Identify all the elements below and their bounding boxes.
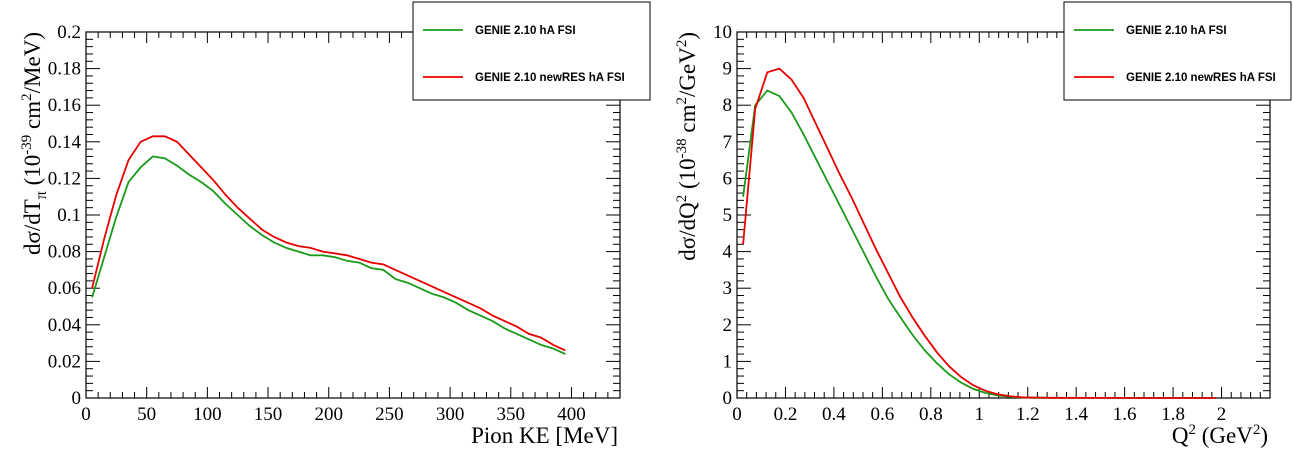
y-tick-label: 0.2 (57, 22, 81, 43)
right-chart-panel: 0 0.2 0.4 0.6 0.8 1 1.2 1.4 1.6 1.8 2 0 1 2 3 4 5 6 7 8 9 10 G… (674, 1, 1292, 448)
x-tick-label: 150 (254, 404, 283, 425)
x-tick-label: 250 (375, 404, 404, 425)
y-tick-label: 4 (723, 242, 733, 263)
x-axis-title: Pion KE [MeV] (471, 423, 618, 448)
x-tick-label: 0.2 (774, 404, 798, 425)
legend-label: GENIE 2.10 hA FSI (475, 25, 576, 37)
y-tick-label: 0.14 (48, 132, 82, 153)
y-tick-label: 0.18 (48, 59, 81, 80)
y-tick-label: 0 (723, 388, 733, 409)
y-tick-label: 8 (723, 95, 733, 116)
x-tick-label: 0 (81, 404, 91, 425)
x-tick-label: 2 (1217, 404, 1227, 425)
series-line-newres-ha-fsi (742, 67, 1216, 399)
legend-label: GENIE 2.10 hA FSI (1126, 25, 1227, 37)
x-tick-label: 350 (497, 404, 526, 425)
y-axis-title: dσ/dQ2 (10-38 cm2/GeV2) (674, 32, 700, 261)
x-tick-label: 400 (557, 404, 586, 425)
y-tick-label: 0.12 (48, 168, 81, 189)
y-axis-title: dσ/dTπ (10-39 cm2/MeV) (19, 32, 50, 255)
y-tick-label: 0.1 (57, 205, 81, 226)
x-tick-label: 1.8 (1161, 404, 1185, 425)
x-tick-label: 1.4 (1064, 404, 1088, 425)
legend-label: GENIE 2.10 newRES hA FSI (475, 72, 625, 84)
y-tick-label: 2 (723, 315, 733, 336)
x-tick-label: 200 (314, 404, 343, 425)
y-tick-label: 9 (723, 59, 733, 80)
y-tick-label: 10 (713, 22, 732, 43)
series-line-ha-fsi (742, 89, 1216, 399)
legend-label: GENIE 2.10 newRES hA FSI (1126, 72, 1276, 84)
series-line-ha-fsi (91, 155, 566, 355)
y-tick-label: 0.04 (48, 315, 82, 336)
series-line-newres-ha-fsi (91, 135, 566, 352)
y-tick-label: 0.02 (48, 351, 81, 372)
y-tick-label: 0.16 (48, 95, 81, 116)
x-tick-label: 1.6 (1113, 404, 1137, 425)
y-tick-label: 3 (723, 278, 733, 299)
x-tick-label: 0.4 (822, 404, 846, 425)
y-tick-label: 1 (723, 351, 733, 372)
y-tick-label: 0.08 (48, 242, 81, 263)
x-axis-title: Q2 (GeV2) (1172, 422, 1268, 448)
x-tick-label: 300 (436, 404, 465, 425)
y-tick-label: 0.06 (48, 278, 81, 299)
x-tick-label: 50 (137, 404, 156, 425)
x-tick-label: 1 (975, 404, 985, 425)
legend-box (1063, 1, 1292, 101)
x-tick-label: 1.2 (1016, 404, 1040, 425)
y-tick-label: 7 (723, 132, 733, 153)
x-tick-label: 0.8 (919, 404, 943, 425)
legend-box (412, 1, 651, 101)
x-tick-label: 0 (732, 404, 742, 425)
y-tick-label: 0 (72, 388, 82, 409)
x-tick-label: 100 (193, 404, 222, 425)
left-chart-panel: 0 50 100 150 200 250 300 350 400 0 0.02 0.04 0.06 0.0… (19, 1, 651, 448)
y-tick-label: 6 (723, 168, 733, 189)
y-tick-label: 5 (723, 205, 733, 226)
x-tick-label: 0.6 (870, 404, 894, 425)
